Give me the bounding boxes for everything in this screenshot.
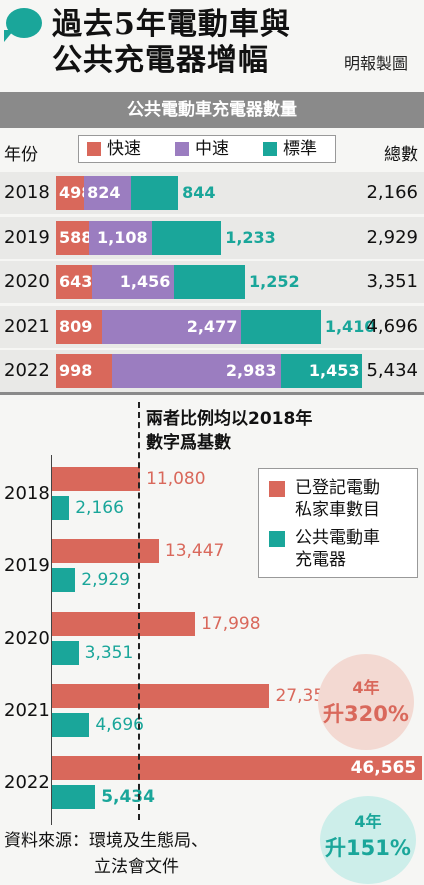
- annotation-chargers-line2: 升151%: [325, 836, 411, 860]
- chart1-bar-2019-series0: [56, 220, 90, 255]
- chart1-total-value: 3,351: [366, 271, 418, 292]
- chart1-value-label: 809: [59, 316, 93, 336]
- chart2-value-label: 17,998: [201, 613, 261, 634]
- chart2-baseline: [138, 402, 140, 820]
- legend-swatch-standard: [263, 142, 277, 156]
- chart1-value-label: 1,233: [225, 227, 276, 247]
- chart1-total-label: 總數: [384, 145, 418, 165]
- annotation-chargers-line1: 4年: [354, 812, 382, 831]
- chart1-total-value: 5,434: [366, 360, 418, 381]
- chart1-bar-2022-series1: [112, 354, 281, 388]
- legend2-chargers-line2: 充電器: [295, 550, 346, 570]
- chart2-value-label: 2,166: [75, 498, 124, 518]
- legend2-swatch-chargers: [269, 531, 285, 547]
- legend-swatch-fast: [87, 142, 101, 156]
- chart1-bar-2021-series1: [101, 309, 242, 344]
- chart1-legend: 快速 中速 標準: [78, 135, 336, 163]
- chart2-year-label: 2021: [4, 699, 50, 721]
- legend2-cars-line1: 已登記電動: [295, 478, 380, 498]
- chart2-year-label: 2019: [4, 555, 50, 577]
- chart1-value-label: 643: [59, 272, 93, 291]
- chart1-total-value: 2,929: [366, 226, 418, 248]
- chart1-value-label: 2,477: [186, 316, 238, 336]
- annotation-cars-line1: 4年: [352, 678, 380, 697]
- chart1-year-label: 2019: [4, 226, 50, 248]
- chart2-value-label: 3,351: [84, 642, 134, 663]
- annotation-cars-line2: 升320%: [323, 702, 409, 726]
- chart2-value-label: 13,447: [164, 541, 225, 562]
- source-line2: 立法會文件: [94, 857, 179, 877]
- chart2-value-label: 4,696: [95, 714, 144, 735]
- chart1-bar-2019-series1: [89, 220, 152, 255]
- chart2-value-label: 11,080: [146, 469, 206, 489]
- page-title-line2: 公共充電器增幅: [52, 43, 269, 78]
- chart1-bar-2018-series0: [56, 176, 85, 210]
- chart2-bar-2022-series0: [52, 756, 423, 781]
- section-divider: [0, 392, 424, 395]
- chart1-bar-2020-series1: [92, 265, 175, 299]
- annotation-cars-growth: 4年 升320%: [318, 654, 414, 750]
- chart2-value-label: 46,565: [350, 758, 417, 779]
- chart2-value-label: 2,929: [81, 570, 130, 591]
- chart2-year-label: 2020: [4, 627, 50, 649]
- chart1-value-label: 1,456: [119, 272, 171, 291]
- chart1-bar-2018-series2: [130, 176, 179, 210]
- chart1-year-label: 2021: [4, 315, 50, 337]
- chart1-value-label: 998: [59, 361, 93, 380]
- chart2-legend: 已登記電動 私家車數目 公共電動車 充電器: [258, 468, 418, 578]
- chart2-bar-2020-series0: [52, 611, 196, 636]
- chart1-bar-2022-series2: [280, 354, 363, 388]
- chart1-bar-2022-series0: [56, 354, 113, 388]
- chart1-value-label: 588: [59, 227, 93, 247]
- chart1-bar-2021-series0: [56, 309, 102, 344]
- annotation-chargers-growth: 4年 升151%: [320, 796, 416, 884]
- page-title-line1: 過去5年電動車與: [52, 7, 291, 42]
- chart1-value-label: 1,453: [308, 361, 360, 380]
- legend-swatch-medium: [175, 142, 189, 156]
- credit-label: 明報製圖: [343, 54, 408, 73]
- chart2-bar-2019-series0: [52, 539, 159, 564]
- chart1-value-label: 2,983: [225, 361, 277, 380]
- chart1-title: 公共電動車充電器數量: [0, 92, 424, 128]
- chart2-note-line1: 兩者比例均以2018年: [146, 409, 313, 429]
- chart2-year-label: 2022: [4, 772, 50, 794]
- chart2-value-label: 5,434: [101, 787, 155, 808]
- source-line1: 資料來源：環境及生態局、: [4, 831, 208, 851]
- chart1-bar-2019-series2: [151, 220, 222, 255]
- chart2-bar-2021-series0: [52, 683, 270, 708]
- chart1-value-label: 844: [182, 183, 216, 202]
- chart2-bar-2022-series1: [52, 785, 96, 810]
- chart2-year-label: 2018: [4, 483, 50, 504]
- chart2-note-line2: 數字爲基數: [146, 433, 231, 453]
- speech-bubble-tail: [4, 30, 14, 42]
- chart1-year-label: 2018: [4, 182, 50, 203]
- chart1-bar-2020-series0: [56, 265, 93, 299]
- legend-label-fast: 快速: [107, 139, 141, 159]
- chart1-year-label: 2022: [4, 360, 50, 381]
- chart1-bar-2021-series2: [241, 309, 321, 344]
- chart1-total-value: 2,166: [366, 182, 418, 203]
- chart2-bar-2018-series0: [52, 467, 141, 491]
- chart2-bar-2018-series1: [52, 496, 70, 520]
- chart1-ylabel: 年份: [4, 145, 38, 165]
- chart1-value-label: 1,410: [324, 316, 376, 336]
- legend-label-standard: 標準: [283, 139, 317, 159]
- chart1-bar-2020-series2: [174, 265, 245, 299]
- chart2-bar-2019-series1: [52, 568, 76, 593]
- chart1-value-label: 1,252: [248, 272, 300, 291]
- chart1-year-label: 2020: [4, 271, 50, 292]
- legend2-cars-line2: 私家車數目: [295, 500, 380, 520]
- chart1-total-value: 4,696: [366, 315, 418, 337]
- chart1-bar-2018-series1: [84, 176, 131, 210]
- legend2-swatch-cars: [269, 481, 285, 497]
- legend2-chargers-line1: 公共電動車: [295, 528, 380, 548]
- chart2-axis: [51, 455, 52, 825]
- chart2-bar-2021-series1: [52, 712, 90, 737]
- legend-label-medium: 中速: [195, 139, 229, 159]
- chart1-value-label: 824: [87, 183, 121, 202]
- chart1-value-label: 1,108: [97, 227, 148, 247]
- chart1-value-label: 498: [59, 183, 93, 202]
- chart2-bar-2020-series1: [52, 640, 79, 665]
